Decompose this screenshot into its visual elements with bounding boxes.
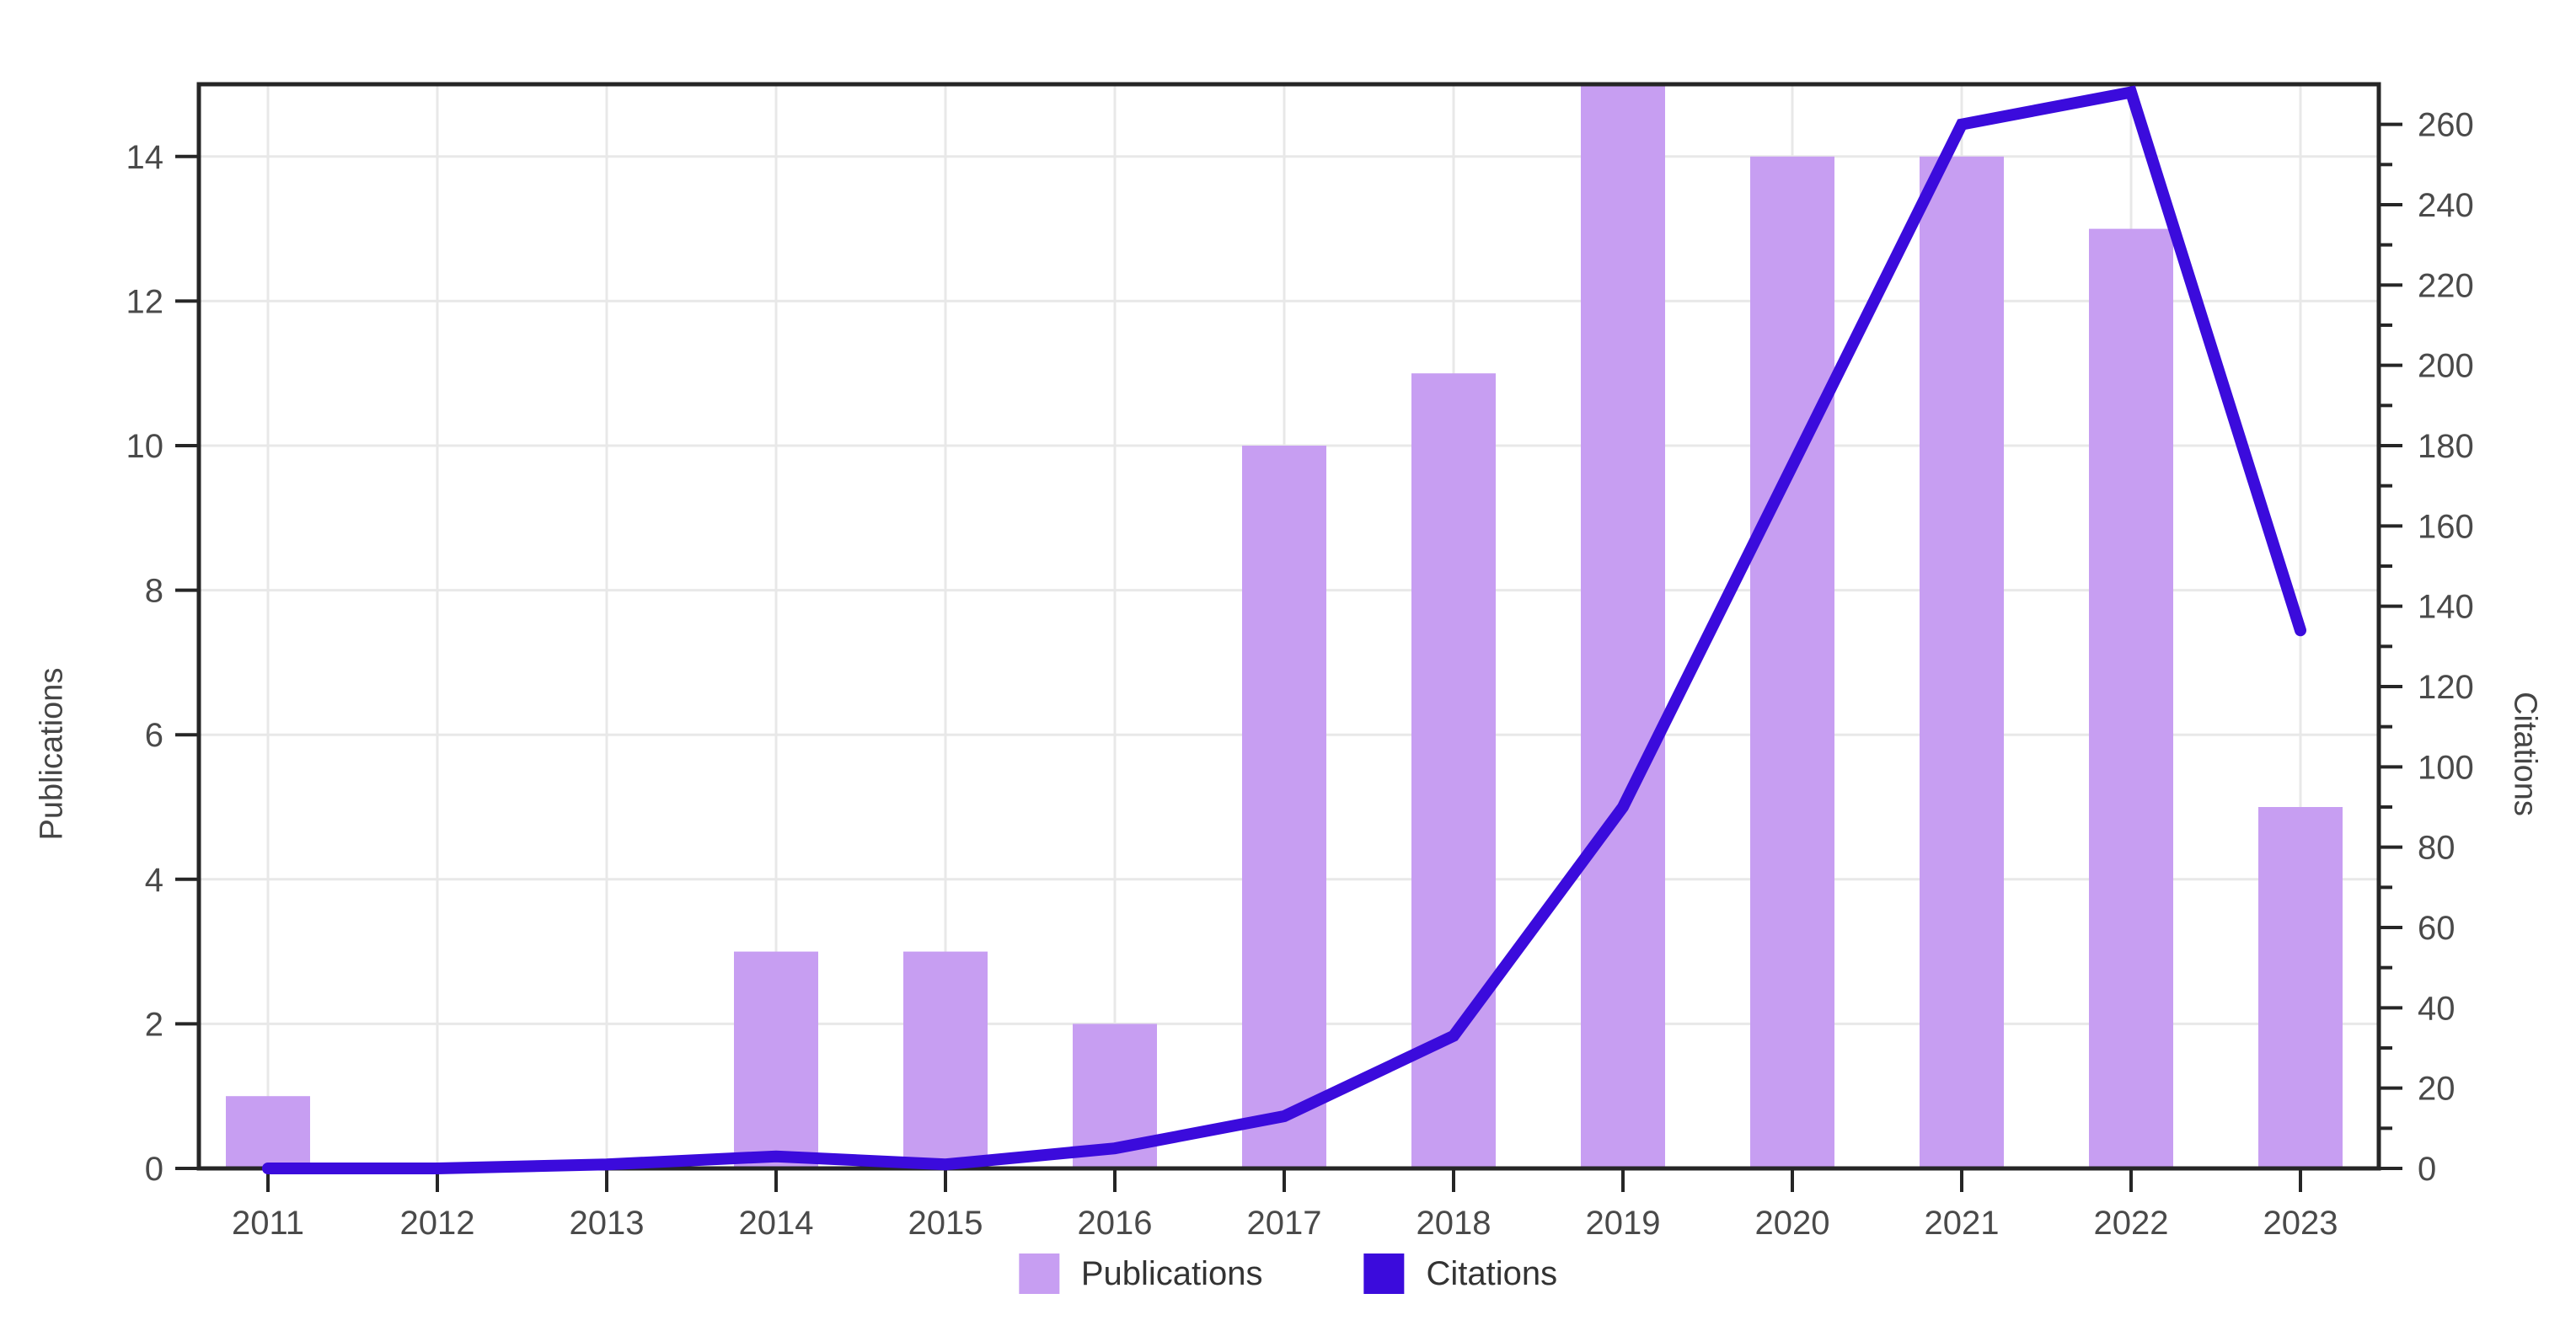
x-tick-labels: 2011 2012 2013 2014 2015 2016 2017 2018 2019 2020… — [232, 1205, 2338, 1242]
right-tick-label: 240 — [2418, 187, 2474, 224]
right-tick-label: 120 — [2418, 669, 2474, 706]
citations-swatch — [1363, 1253, 1405, 1294]
right-tick-label: 60 — [2418, 910, 2456, 947]
x-tick-label: 2017 — [1247, 1205, 1322, 1242]
bar-2023 — [2258, 807, 2343, 1168]
x-tick-label: 2021 — [1925, 1205, 2000, 1242]
x-tick-label: 2012 — [400, 1205, 475, 1242]
citations-line — [262, 85, 2306, 1174]
right-tick-label: 40 — [2418, 990, 2456, 1027]
right-tick-label: 160 — [2418, 508, 2474, 545]
right-axis-title: Citations — [2507, 692, 2543, 816]
right-tick-label: 80 — [2418, 830, 2456, 867]
left-tick-label: 10 — [126, 428, 164, 465]
x-tick-label: 2019 — [1586, 1205, 1661, 1242]
x-tick-label: 2011 — [232, 1205, 304, 1242]
bar-2015 — [903, 951, 988, 1168]
plot-frame — [196, 82, 2381, 1171]
axis-ticks — [175, 122, 2402, 1192]
x-tick-label: 2023 — [2263, 1205, 2338, 1242]
bar-2020 — [1750, 156, 1834, 1168]
citations-legend-label: Citations — [1426, 1254, 1558, 1292]
right-tick-label: 20 — [2418, 1071, 2456, 1108]
x-tick-label: 2016 — [1078, 1205, 1153, 1242]
bar-2017 — [1242, 446, 1326, 1168]
left-axis-title: Publications — [34, 667, 70, 841]
bar-2019 — [1581, 84, 1665, 1168]
left-tick-label: 2 — [145, 1006, 163, 1043]
x-tick-label: 2014 — [739, 1205, 814, 1242]
bar-2022 — [2089, 228, 2173, 1169]
right-tick-label: 180 — [2418, 428, 2474, 465]
left-tick-label: 14 — [126, 139, 164, 176]
x-tick-label: 2013 — [570, 1205, 645, 1242]
publications-legend-label: Publications — [1080, 1254, 1263, 1292]
left-tick-label: 8 — [145, 573, 163, 610]
bar-2011 — [226, 1096, 310, 1168]
x-tick-label: 2018 — [1417, 1205, 1492, 1242]
x-tick-label: 2022 — [2094, 1205, 2169, 1242]
left-tick-label: 6 — [145, 717, 163, 754]
right-tick-label: 200 — [2418, 348, 2474, 385]
right-tick-label: 100 — [2418, 749, 2474, 786]
left-tick-labels: 0 2 4 6 8 10 12 14 — [126, 139, 164, 1188]
right-tick-label: 0 — [2418, 1151, 2436, 1188]
right-tick-labels: 0 20 40 60 80 100 120 140 160 180 200 220 240 260 — [2418, 107, 2474, 1188]
right-tick-label: 260 — [2418, 107, 2474, 144]
right-tick-label: 220 — [2418, 267, 2474, 304]
right-tick-label: 140 — [2418, 589, 2474, 626]
x-tick-label: 2015 — [908, 1205, 983, 1242]
legend: Publications Citations — [1018, 1253, 1558, 1294]
bar-2014 — [734, 951, 818, 1168]
left-tick-label: 0 — [145, 1151, 163, 1188]
bar-2021 — [1920, 156, 2004, 1168]
publications-swatch — [1018, 1253, 1059, 1294]
publications-bars — [226, 84, 2343, 1169]
x-tick-label: 2020 — [1755, 1205, 1830, 1242]
legend-item-publications: Publications — [1018, 1253, 1263, 1294]
left-tick-label: 12 — [126, 283, 164, 320]
left-tick-label: 4 — [145, 862, 163, 899]
legend-item-citations: Citations — [1363, 1253, 1558, 1294]
